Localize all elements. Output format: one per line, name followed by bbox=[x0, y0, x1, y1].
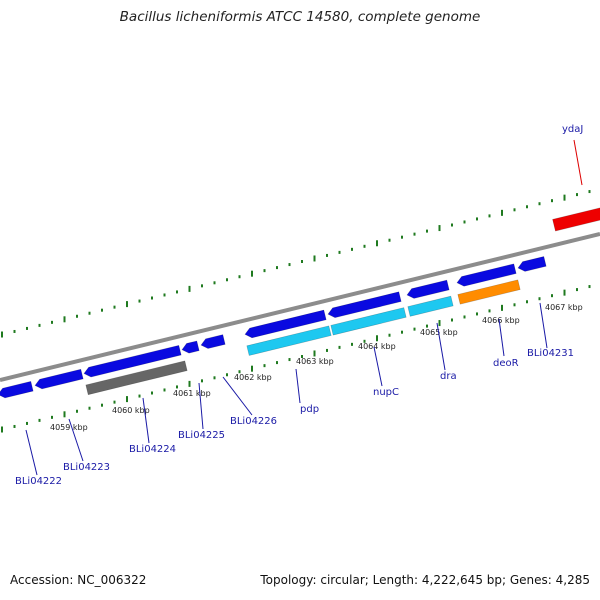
tick-label: 4067 kbp bbox=[545, 303, 583, 312]
tick-label: 4063 kbp bbox=[296, 357, 334, 366]
gene-label: nupC bbox=[373, 387, 399, 398]
label-leader-line bbox=[573, 139, 583, 186]
gene-box bbox=[85, 360, 188, 396]
gene-arrow bbox=[327, 291, 402, 318]
label-leader-line bbox=[68, 418, 84, 462]
label-leader-line bbox=[25, 429, 38, 476]
tick-marks bbox=[1, 190, 591, 433]
gene-box bbox=[246, 325, 332, 356]
gene-label: dra bbox=[440, 371, 457, 382]
tick-label: 4066 kbp bbox=[482, 316, 520, 325]
gene-features bbox=[0, 207, 600, 399]
label-leader-line bbox=[373, 346, 383, 387]
gene-arrow bbox=[0, 380, 34, 399]
label-leader-line bbox=[222, 376, 253, 416]
gene-label: BLi04222 bbox=[15, 476, 62, 487]
map-title: Bacillus licheniformis ATCC 14580, compl… bbox=[119, 9, 481, 25]
gene-label: deoR bbox=[493, 358, 519, 369]
gene-label: BLi04225 bbox=[178, 430, 225, 441]
label-leader-line bbox=[539, 302, 548, 349]
gene-label: ydaJ bbox=[562, 124, 583, 135]
tick-label: 4059 kbp bbox=[50, 423, 88, 432]
gene-label: pdp bbox=[300, 404, 319, 415]
label-leader-line bbox=[198, 382, 204, 430]
gene-label: BLi04224 bbox=[129, 444, 176, 455]
gene-arrow bbox=[83, 344, 182, 378]
gene-arrow bbox=[181, 340, 200, 354]
gene-arrow bbox=[406, 279, 450, 299]
gene-label: BLi04231 bbox=[527, 348, 574, 359]
gene-arrow bbox=[244, 309, 327, 339]
label-leader-line bbox=[295, 368, 301, 404]
gene-arrow bbox=[456, 263, 517, 287]
label-leader-line bbox=[498, 318, 505, 357]
gene-arrow bbox=[517, 256, 547, 272]
tick-label: 4064 kbp bbox=[358, 342, 396, 351]
genome-backbone bbox=[0, 232, 600, 382]
tick-label: 4061 kbp bbox=[173, 389, 211, 398]
label-leader-line bbox=[142, 397, 150, 444]
tick-label: 4060 kbp bbox=[112, 406, 150, 415]
gene-box bbox=[552, 207, 600, 232]
gene-box bbox=[407, 295, 454, 317]
gene-box bbox=[457, 279, 521, 305]
gene-arrow bbox=[34, 368, 84, 390]
label-leader-line bbox=[436, 322, 446, 371]
tick-label: 4062 kbp bbox=[234, 373, 272, 382]
gene-label: BLi04223 bbox=[63, 462, 110, 473]
accession-text: Accession: NC_006322 bbox=[10, 573, 147, 587]
gene-arrow bbox=[200, 334, 226, 349]
gene-label: BLi04226 bbox=[230, 416, 277, 427]
gene-box bbox=[330, 307, 407, 336]
topology-summary: Topology: circular; Length: 4,222,645 bp… bbox=[260, 573, 590, 587]
